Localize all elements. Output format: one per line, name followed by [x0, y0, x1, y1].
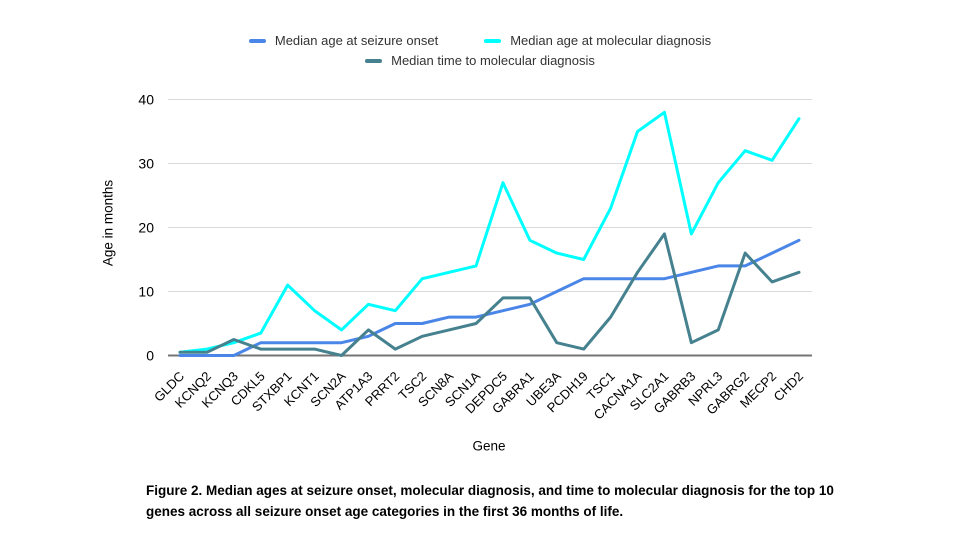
series-line-median-age-at-molecular-diagnosis	[178, 110, 801, 354]
legend-swatch-time-to-diagnosis-icon	[365, 58, 383, 63]
legend-row-1: Median age at seizure onset Median age a…	[248, 33, 711, 48]
chart-legend: Median age at seizure onset Median age a…	[0, 33, 960, 68]
legend-row-2: Median time to molecular diagnosis	[365, 53, 595, 68]
legend-swatch-molecular-diagnosis-icon	[484, 38, 502, 43]
y-tick-label: 10	[138, 284, 154, 300]
legend-label-seizure-onset: Median age at seizure onset	[274, 33, 439, 48]
x-axis-title: Gene	[472, 438, 506, 454]
legend-label-molecular-diagnosis: Median age at molecular diagnosis	[510, 33, 712, 48]
figure-caption-line-2: genes across all seizure onset age categ…	[146, 504, 624, 519]
y-tick-label: 0	[146, 348, 154, 364]
x-tick-label: CHD2	[770, 369, 806, 405]
legend-swatch-seizure-onset-icon	[248, 38, 266, 43]
legend-item-time-to-diagnosis: Median time to molecular diagnosis	[365, 53, 595, 68]
y-tick-label: 20	[138, 220, 154, 236]
y-tick-label: 30	[138, 156, 154, 172]
y-tick-label: 40	[138, 92, 154, 108]
series-line-median-time-to-molecular-diagnosis	[178, 232, 801, 357]
series-line-median-age-at-seizure-onset	[178, 238, 801, 357]
figure-caption: Figure 2. Median ages at seizure onset, …	[146, 480, 931, 522]
legend-item-molecular-diagnosis: Median age at molecular diagnosis	[484, 33, 711, 48]
legend-label-time-to-diagnosis: Median time to molecular diagnosis	[391, 53, 595, 68]
legend-item-seizure-onset: Median age at seizure onset	[248, 33, 439, 48]
figure-caption-line-1: Figure 2. Median ages at seizure onset, …	[146, 483, 834, 498]
